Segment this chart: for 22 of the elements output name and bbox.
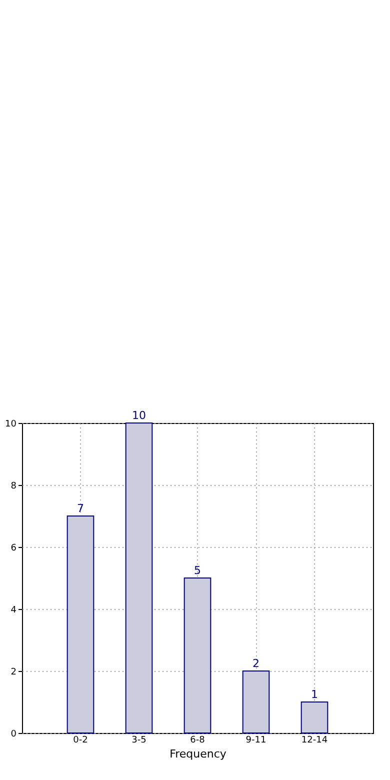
- y-tick-label: 0: [10, 730, 17, 740]
- bar: [242, 670, 270, 734]
- bar: [300, 702, 328, 734]
- x-tick-label: 6-8: [190, 736, 206, 746]
- data-label: 10: [132, 409, 146, 422]
- bar: [125, 422, 153, 734]
- bar: [66, 516, 94, 734]
- y-tick-label: 6: [10, 544, 17, 554]
- y-tick-label: 4: [10, 606, 17, 616]
- data-label: 7: [77, 502, 84, 515]
- data-label: 2: [252, 657, 260, 670]
- data-label: 1: [311, 688, 318, 701]
- y-tick-label: 10: [5, 420, 17, 430]
- x-tick-label: 0-2: [73, 736, 88, 746]
- bar: [184, 578, 212, 734]
- x-axis-title: Frequency: [170, 748, 227, 760]
- data-label: 5: [194, 564, 201, 577]
- y-tick-label: 2: [10, 668, 16, 678]
- x-tick-label: 9-11: [246, 736, 266, 746]
- x-tick-label: 3-5: [132, 736, 146, 746]
- y-tick-label: 8: [10, 482, 17, 492]
- x-tick-label: 12-14: [301, 736, 328, 746]
